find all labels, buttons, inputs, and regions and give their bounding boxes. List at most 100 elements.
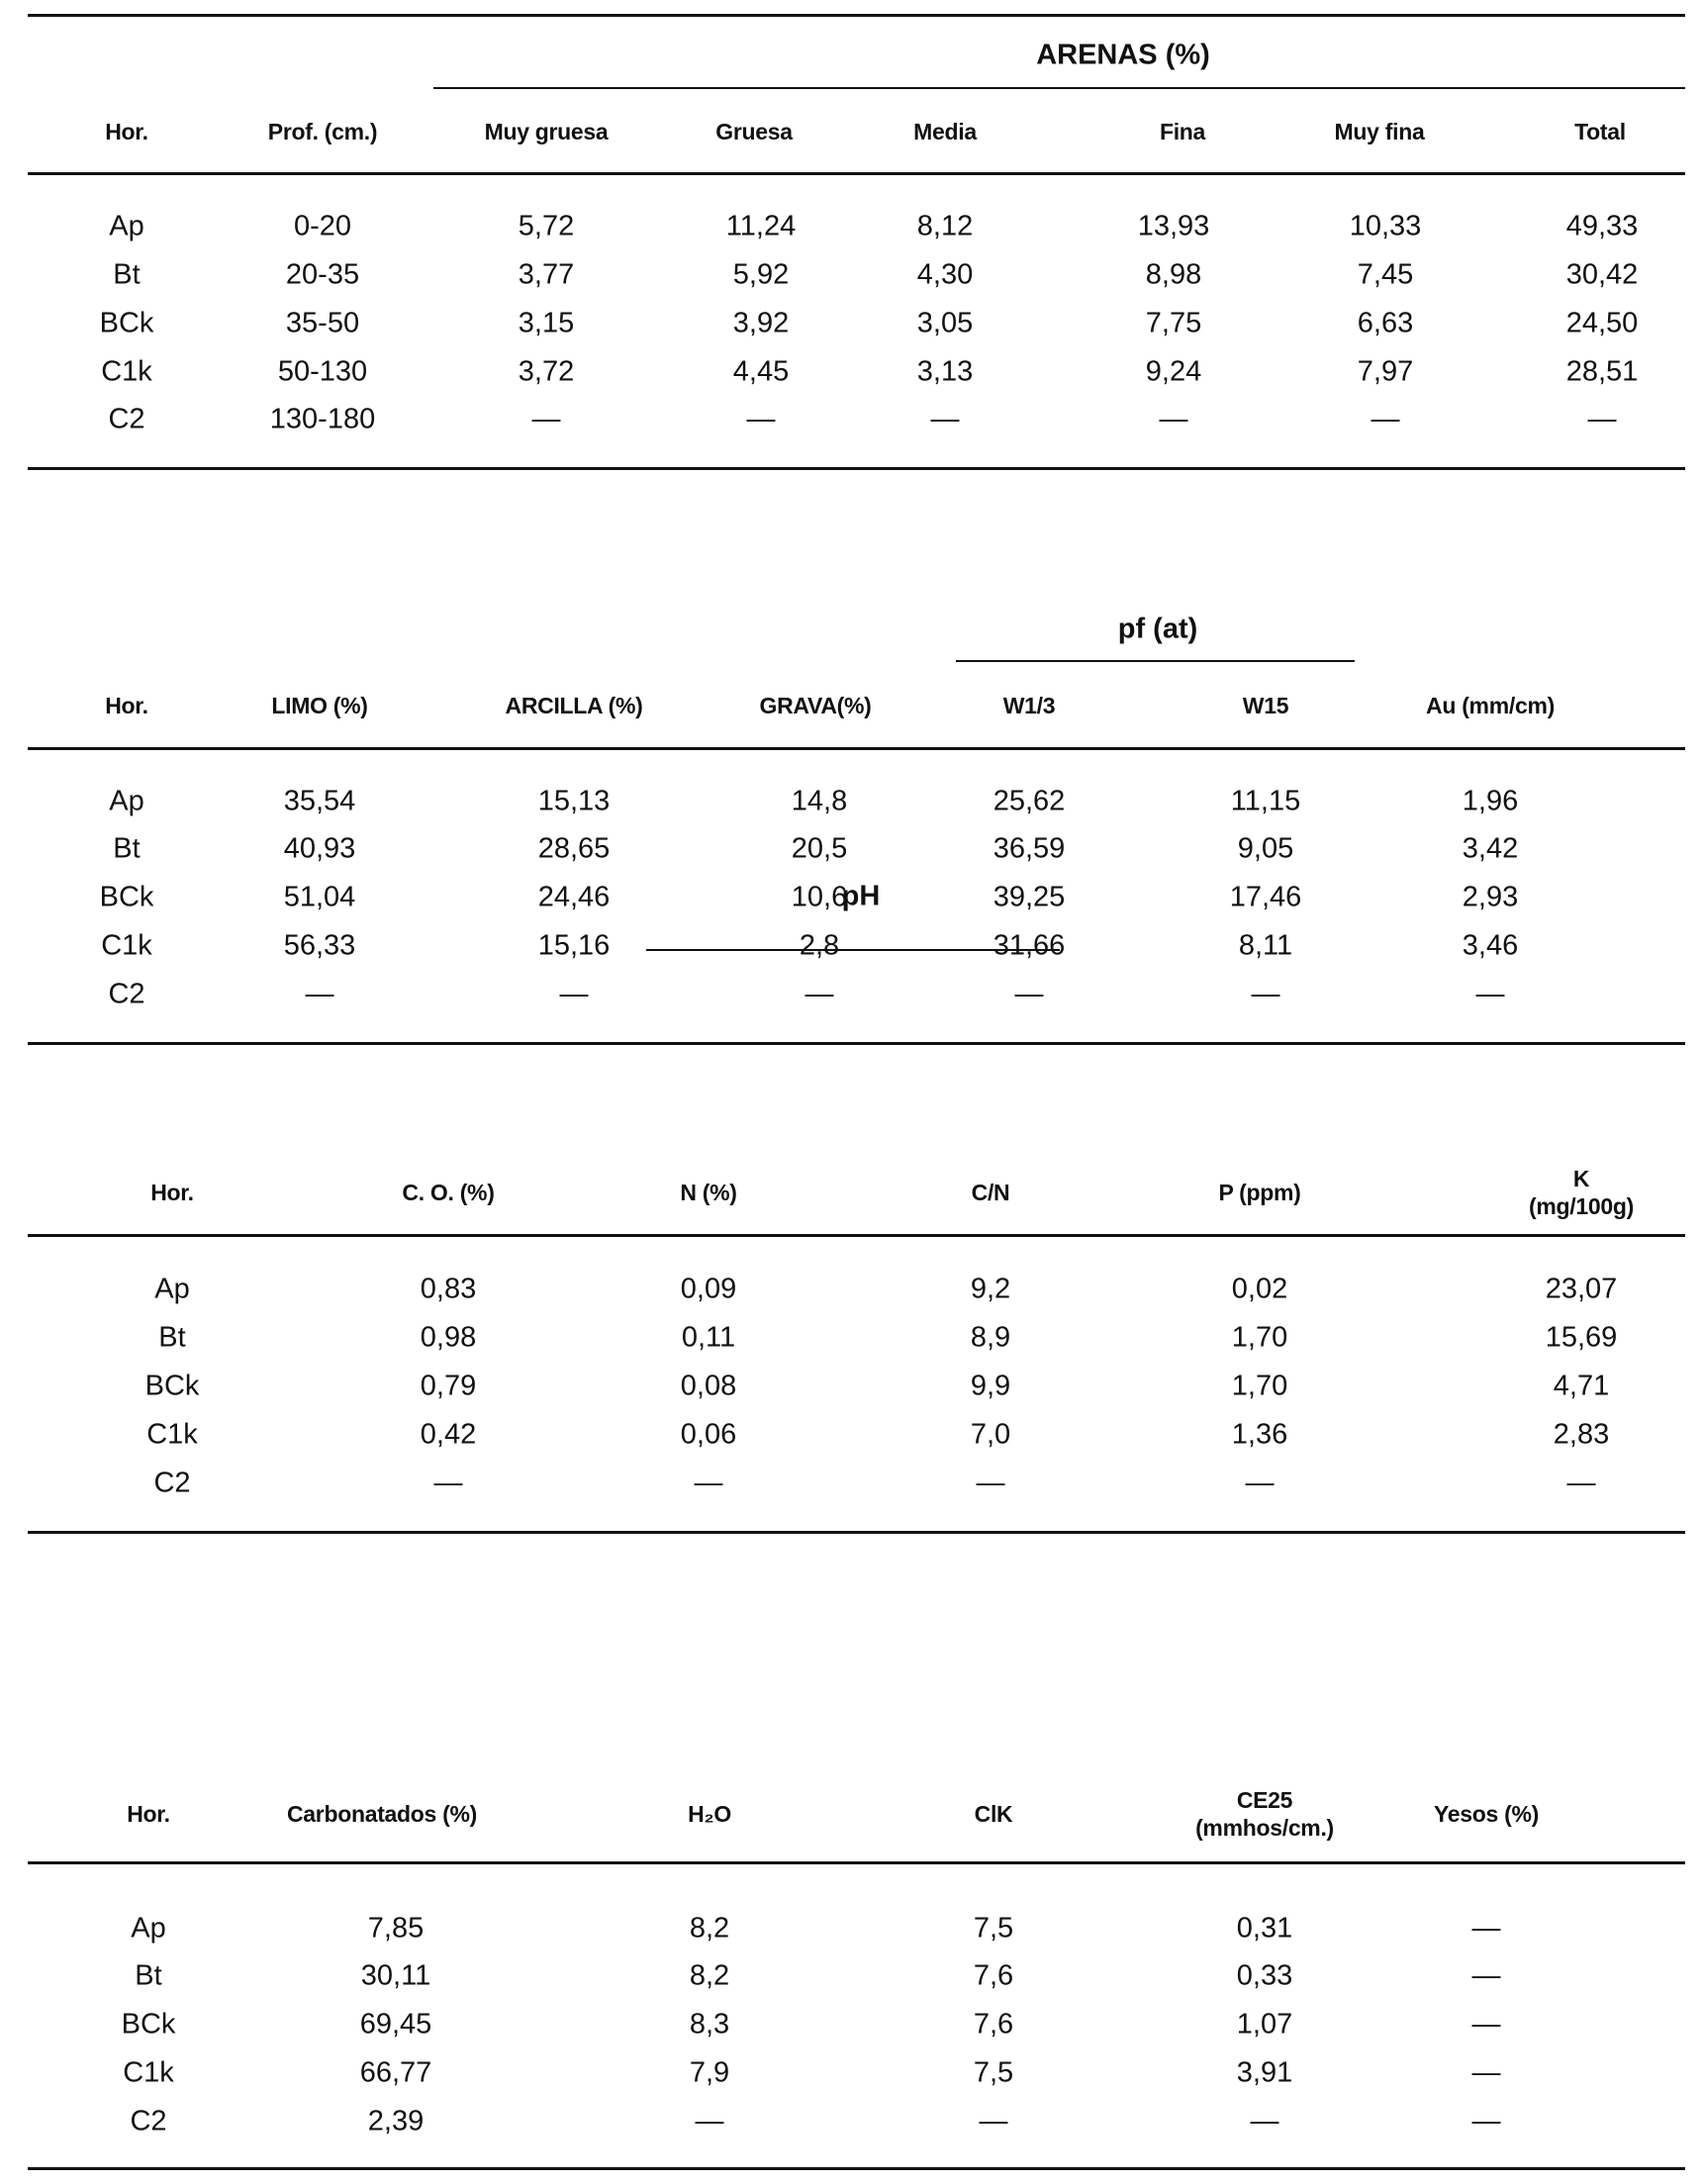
table-cell: 24,50 [1565,307,1639,339]
table-cell: 50-130 [277,355,368,388]
row-horizon-label: BCk [99,307,154,339]
table-cell: 8,11 [1238,929,1293,962]
table-cell: 8,2 [689,1912,730,1945]
table-bottom-rule [28,467,1685,470]
table-cell: 2,83 [1553,1418,1610,1451]
table-cell: 0,08 [680,1370,737,1402]
table-cell: 0,98 [420,1321,477,1354]
table-cell: 7,75 [1145,307,1202,339]
column-header: ARCILLA (%) [505,693,643,718]
table-bottom-rule [28,1042,1685,1045]
group-header-rule [433,87,1685,89]
table-cell: 0,06 [680,1418,737,1451]
column-header: C. O. (%) [402,1180,495,1205]
table-cell: 1,96 [1462,785,1519,817]
column-header: Hor. [127,1801,170,1827]
table-cell: 7,85 [367,1912,425,1945]
table-cell: 13,93 [1137,210,1210,242]
column-header: Muy gruesa [484,119,609,144]
table-cell: — [1250,2105,1279,2137]
table-cell: 28,51 [1565,355,1639,388]
column-header: Total [1574,119,1626,144]
row-horizon-label: Ap [131,1912,166,1945]
column-header: H₂O [688,1801,731,1827]
table-cell: — [1471,2105,1501,2137]
table-cell: 5,72 [518,210,575,242]
table-cell: 4,30 [916,258,974,291]
group-header-rule [646,949,1060,951]
table-cell: — [804,978,834,1010]
table-cell: — [1245,1467,1275,1499]
table-cell: 7,6 [973,2008,1014,2041]
table-cell: — [930,403,960,435]
table-cell: 51,04 [283,881,356,913]
column-header: Media [913,119,977,144]
row-horizon-label: Ap [109,210,144,242]
table-cell: 0,11 [681,1321,736,1354]
table-cell: — [531,403,561,435]
column-header: Hor. [150,1180,194,1205]
table-cell: 11,15 [1230,785,1301,817]
table-cell: 28,65 [537,832,611,865]
table-cell: — [695,2105,724,2137]
header-rule [28,172,1685,175]
table-cell: 39,25 [993,881,1066,913]
table-cell: — [1475,978,1505,1010]
table-cell: — [976,1467,1005,1499]
table-cell: 3,15 [518,307,575,339]
table-cell: — [1471,1959,1501,1992]
column-header: Hor. [105,693,148,718]
table-cell: — [1471,2008,1501,2041]
table-cell: 1,07 [1236,2008,1293,2041]
table-cell: — [1566,1467,1596,1499]
table-cell: — [1014,978,1044,1010]
row-horizon-label: C1k [101,929,152,962]
table-cell: — [746,403,776,435]
table-cell: 4,71 [1553,1370,1610,1402]
table-cell: 5,92 [732,258,790,291]
table-cell: 7,0 [970,1418,1011,1451]
table-cell: 3,46 [1462,929,1519,962]
row-horizon-label: Bt [158,1321,186,1354]
table-cell: — [1371,403,1400,435]
table-cell: 25,62 [993,785,1066,817]
table-cell: 0,79 [420,1370,477,1402]
table-cell: 1,36 [1231,1418,1288,1451]
column-header: P (ppm) [1218,1180,1301,1205]
header-rule [28,1861,1685,1864]
column-header: Hor. [105,119,148,144]
row-horizon-label: C2 [108,403,145,435]
row-horizon-label: BCk [121,2008,176,2041]
table-cell: 10,6 [791,881,848,913]
column-header: Gruesa [715,119,793,144]
row-horizon-label: C1k [101,355,152,388]
table-cell: 7,5 [973,1912,1014,1945]
table-cell: 3,13 [916,355,974,388]
table-cell: 0,42 [420,1418,477,1451]
row-horizon-label: C2 [108,978,145,1010]
column-header: W1/3 [1002,693,1056,718]
table-cell: 8,98 [1145,258,1202,291]
table-cell: 20,5 [791,832,848,865]
table-cell: — [1251,978,1280,1010]
column-header: C/N [971,1180,1010,1205]
table-cell: 1,70 [1231,1321,1288,1354]
table-cell: 8,2 [689,1959,730,1992]
column-header: LIMO (%) [271,693,368,718]
table-cell: 130-180 [269,403,376,435]
table-cell: 3,42 [1462,832,1519,865]
table-cell: — [433,1467,463,1499]
row-horizon-label: Ap [109,785,144,817]
table-cell: — [559,978,589,1010]
table-cell: 10,33 [1349,210,1422,242]
table-cell: 31,66 [993,929,1066,962]
table-cell: 30,11 [360,1959,431,1992]
group-header: pH [841,880,881,912]
table-cell: — [305,978,334,1010]
table-cell: 9,24 [1145,355,1202,388]
table-cell: — [1587,403,1617,435]
table-bottom-rule [28,1531,1685,1534]
column-header: Au (mm/cm) [1426,693,1555,718]
table-cell: 0-20 [293,210,352,242]
table-cell: — [1159,403,1188,435]
